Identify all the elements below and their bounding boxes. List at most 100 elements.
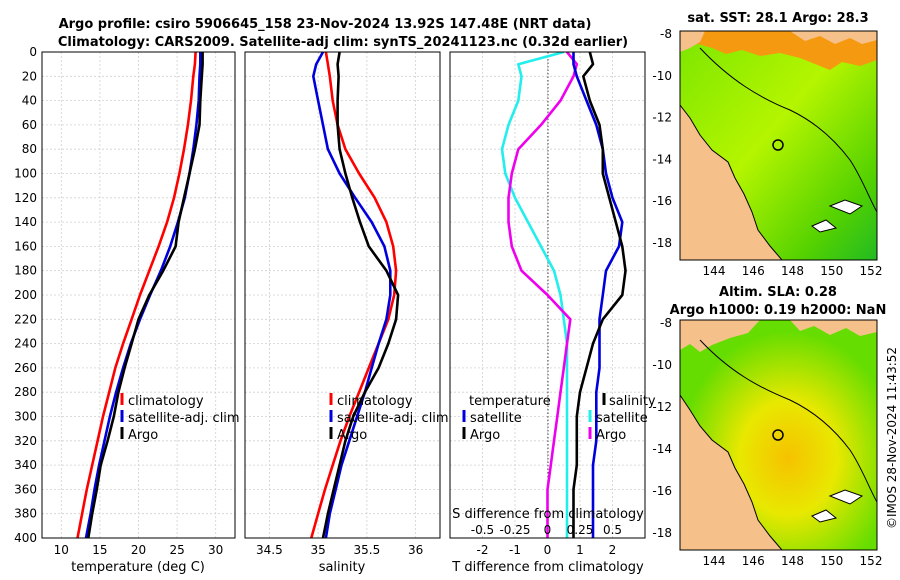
map-ytick--18: -18 [652,236,672,250]
map-ytick--8: -8 [660,27,672,41]
copyright-stamp: ©IMOS 28-Nov-2024 11:43:52 [885,347,899,529]
salinity-ticks: 34.5 35 35.5 36 [256,543,423,557]
ytick-label-300: 300 [14,410,37,424]
legend-climatology-label: climatology [128,394,204,409]
sla-profile-marker [772,429,784,441]
ytick-label-260: 260 [14,361,37,375]
map-ytick--10: -10 [652,358,672,372]
ytick-label-400: 400 [14,531,37,545]
ytick-label-200: 200 [14,288,37,302]
difference-panel: -2 -1 0 1 2 T difference from climatology S … [449,51,656,575]
legend-s-satellite-label: satellite [596,411,648,426]
xtick-label--1: -1 [509,543,521,557]
map-ytick--18: -18 [652,526,672,540]
land-png-west [680,31,705,52]
s-difference-top-ticks: -0.5 -0.25 0 0.25 0.5 [471,523,622,537]
difference-ticks: -2 -1 0 1 2 [477,543,617,557]
map-xtick-150: 150 [820,264,843,278]
sla-map-ticks: 144 146 148 150 152 -8 -10 -12 -14 -16 -18 [652,316,882,568]
map-ytick--16: -16 [652,194,672,208]
title-line-2: Climatology: CARS2009. Satellite-adj cli… [58,35,628,50]
salinity-series [310,52,400,538]
sst-warm-region [680,31,877,70]
temperature-grid [42,51,235,539]
map-xtick-146: 146 [742,264,765,278]
map-ytick--16: -16 [652,484,672,498]
ytick-label-160: 160 [14,239,37,253]
temperature-ticks: 0 20 40 60 80 100 120 140 160 180 200 220 240 260 280 3… [14,45,223,557]
xtick-label-15: 15 [92,543,107,557]
sla-map-title-line-1: Altim. SLA: 0.28 [719,285,837,300]
sla-map-frame [679,319,878,551]
ytick-label-40: 40 [22,94,37,108]
xtick-label-30: 30 [208,543,223,557]
ytick-label-220: 220 [14,312,37,326]
ytick-label-100: 100 [14,167,37,181]
difference-legend-temperature: temperature satellite Argo [462,394,551,443]
map-ytick--10: -10 [652,69,672,83]
legend-t-satellite-label: satellite [470,411,522,426]
salinity-panel: 34.5 35 35.5 36 salinity climatology satell… [244,51,449,575]
legend-argo-label: Argo [337,428,367,443]
land-islands-north-2 [790,320,877,336]
xtick-label--2: -2 [477,543,489,557]
series-line-climatology [76,52,197,538]
map-xtick-152: 152 [860,264,883,278]
top-tick-label-3: 0.25 [567,523,594,537]
salinity-axes-box [244,51,441,539]
ytick-label-360: 360 [14,482,37,496]
ytick-label-340: 340 [14,458,37,472]
legend-argo-label: Argo [128,428,158,443]
top-tick-label-2: 0 [544,523,552,537]
map-xtick-144: 144 [703,554,726,568]
map-ytick--8: -8 [660,316,672,330]
ytick-label-80: 80 [22,142,37,156]
t-difference-xlabel: T difference from climatology [451,560,644,575]
bathymetry-contour-2 [699,339,878,503]
map-xtick-148: 148 [781,264,804,278]
series-line-salinity-satellite [572,52,624,538]
sla-map-title-line-2: Argo h1000: 0.19 h2000: NaN [670,303,887,318]
ytick-label-380: 380 [14,507,37,521]
ytick-label-240: 240 [14,337,37,351]
series-line-salinity-argo [572,52,627,538]
series-line-argo [87,52,204,538]
series-line-temperature-argo [507,52,579,538]
xtick-label-10: 10 [54,543,69,557]
legend-salinity-heading: salinity [609,394,656,409]
map-ytick--14: -14 [652,442,672,456]
top-tick-label-1: -0.25 [499,523,530,537]
xtick-label-0: 0 [544,543,552,557]
xtick-label-36: 36 [408,543,423,557]
map-xtick-152: 152 [860,554,883,568]
xtick-label-1: 1 [576,543,584,557]
ytick-label-0: 0 [29,45,37,59]
sla-map: Altim. SLA: 0.28 Argo h1000: 0.19 h2000:… [652,285,886,568]
legend-s-argo-label: Argo [596,428,626,443]
top-tick-label-0: -0.5 [471,523,494,537]
ytick-label-180: 180 [14,264,37,278]
sst-map-ticks: 144 146 148 150 152 -8 -10 -12 -14 -16 -18 [652,27,882,278]
xtick-label-35: 35 [310,543,325,557]
salinity-legend: climatology satellite-adj. clim Argo [329,393,449,443]
ytick-label-280: 280 [14,385,37,399]
sst-profile-marker [772,139,784,151]
xtick-label-34.5: 34.5 [256,543,283,557]
xtick-label-2: 2 [609,543,617,557]
title-line-1: Argo profile: csiro 5906645_158 23-Nov-2… [59,17,592,32]
salinity-xlabel: salinity [319,560,366,575]
ytick-label-320: 320 [14,434,37,448]
map-ytick--12: -12 [652,111,672,125]
ytick-label-60: 60 [22,118,37,132]
legend-t-argo-label: Argo [470,428,500,443]
legend-climatology-label: climatology [337,394,413,409]
top-tick-label-4: 0.5 [603,523,622,537]
temperature-panel: 0 20 40 60 80 100 120 140 160 180 200 220 240 260 280 3… [14,45,240,575]
xtick-label-35.5: 35.5 [354,543,381,557]
difference-legend-salinity: salinity satellite Argo [588,393,656,443]
map-xtick-146: 146 [742,554,765,568]
sst-map-frame [679,30,878,261]
temperature-series [76,52,204,538]
temperature-axes-box [41,51,236,539]
